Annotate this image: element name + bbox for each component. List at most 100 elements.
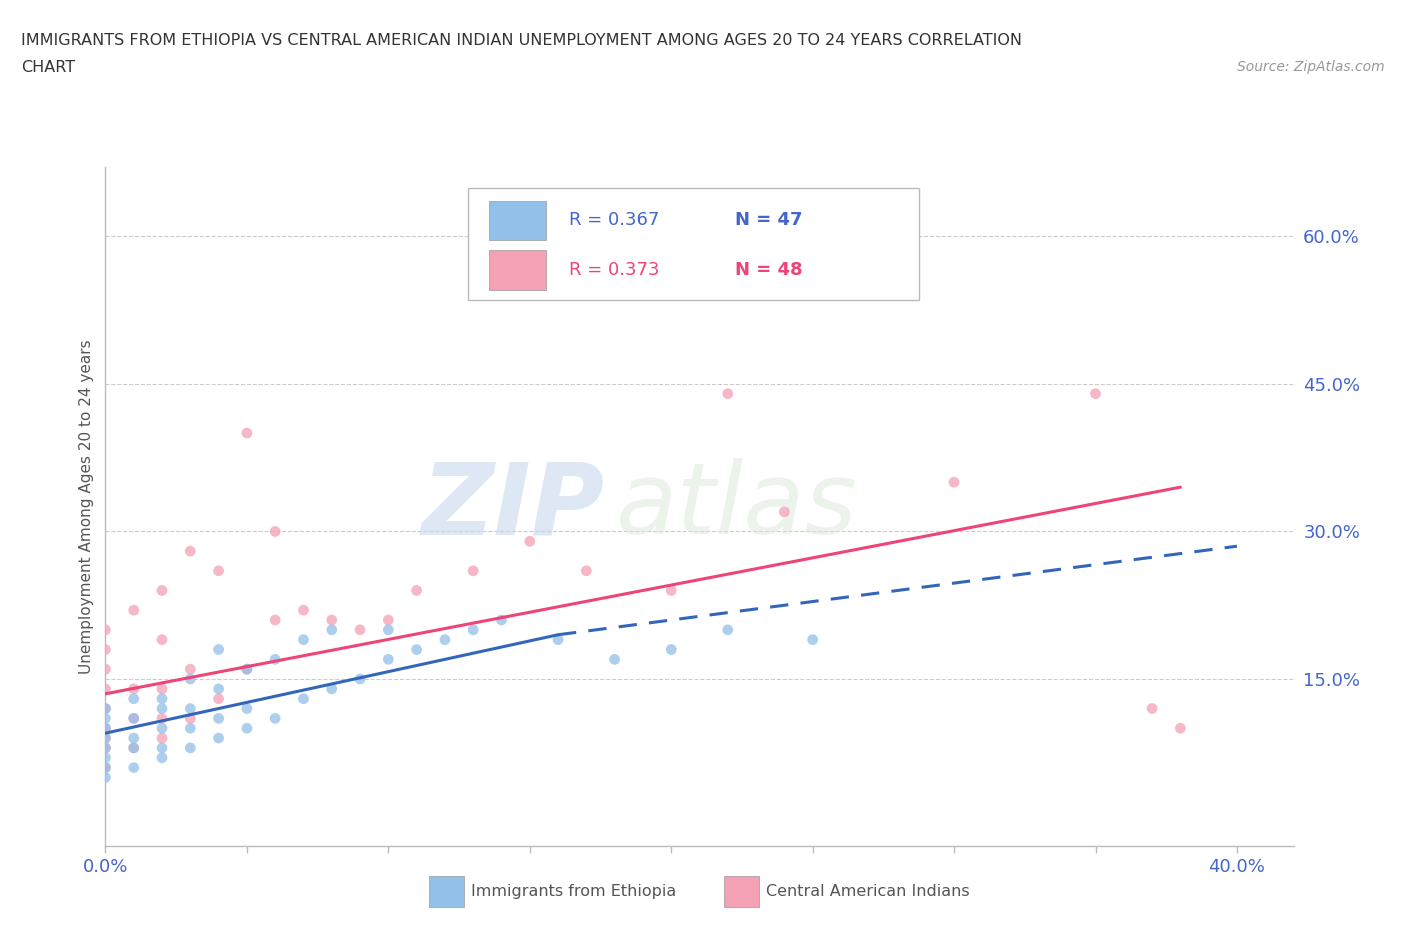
- Point: [94, 662, 117, 677]
- Point: [349, 622, 371, 637]
- Point: [1140, 701, 1163, 716]
- Point: [179, 701, 201, 716]
- Point: [349, 671, 371, 686]
- Point: [150, 740, 173, 755]
- Point: [150, 721, 173, 736]
- Point: [659, 583, 682, 598]
- Point: [122, 731, 145, 746]
- Point: [94, 721, 117, 736]
- Point: [264, 613, 287, 628]
- Point: [236, 426, 259, 441]
- Point: [94, 701, 117, 716]
- Point: [377, 652, 399, 667]
- Point: [377, 613, 399, 628]
- Point: [94, 622, 117, 637]
- Point: [122, 740, 145, 755]
- Point: [94, 731, 117, 746]
- Point: [463, 622, 485, 637]
- Point: [717, 386, 740, 401]
- Point: [236, 662, 259, 677]
- Point: [659, 642, 682, 657]
- Point: [150, 682, 173, 697]
- Point: [264, 652, 287, 667]
- Point: [122, 740, 145, 755]
- Point: [264, 524, 287, 538]
- Text: N = 47: N = 47: [735, 211, 803, 230]
- Y-axis label: Unemployment Among Ages 20 to 24 years: Unemployment Among Ages 20 to 24 years: [79, 339, 94, 674]
- Point: [94, 751, 117, 765]
- Point: [150, 731, 173, 746]
- FancyBboxPatch shape: [468, 188, 920, 299]
- Point: [575, 564, 598, 578]
- Point: [179, 721, 201, 736]
- Point: [150, 701, 173, 716]
- Point: [321, 613, 343, 628]
- Point: [94, 740, 117, 755]
- Point: [94, 682, 117, 697]
- Text: atlas: atlas: [616, 458, 858, 555]
- Text: CHART: CHART: [21, 60, 75, 75]
- Point: [236, 721, 259, 736]
- Point: [773, 504, 796, 519]
- Point: [292, 603, 315, 618]
- Point: [150, 632, 173, 647]
- Point: [150, 691, 173, 706]
- Point: [547, 632, 569, 647]
- Point: [463, 564, 485, 578]
- Point: [491, 613, 513, 628]
- FancyBboxPatch shape: [489, 250, 546, 289]
- Point: [94, 760, 117, 775]
- Point: [1084, 386, 1107, 401]
- Point: [94, 642, 117, 657]
- Text: Source: ZipAtlas.com: Source: ZipAtlas.com: [1237, 60, 1385, 74]
- Text: Central American Indians: Central American Indians: [766, 884, 970, 899]
- Point: [405, 642, 427, 657]
- Point: [207, 691, 229, 706]
- Text: R = 0.367: R = 0.367: [569, 211, 659, 230]
- Point: [433, 632, 456, 647]
- Point: [603, 652, 626, 667]
- Point: [179, 662, 201, 677]
- Point: [292, 632, 315, 647]
- Point: [94, 711, 117, 725]
- Point: [94, 721, 117, 736]
- Point: [94, 731, 117, 746]
- Point: [94, 760, 117, 775]
- Point: [94, 770, 117, 785]
- Point: [292, 691, 315, 706]
- Point: [179, 544, 201, 559]
- Point: [264, 711, 287, 725]
- Point: [405, 583, 427, 598]
- Point: [717, 622, 740, 637]
- Point: [321, 622, 343, 637]
- Point: [122, 691, 145, 706]
- FancyBboxPatch shape: [489, 201, 546, 240]
- Text: N = 48: N = 48: [735, 261, 803, 279]
- Point: [801, 632, 824, 647]
- Text: R = 0.373: R = 0.373: [569, 261, 659, 279]
- Point: [377, 622, 399, 637]
- Point: [207, 731, 229, 746]
- Point: [236, 662, 259, 677]
- Point: [150, 711, 173, 725]
- Point: [236, 701, 259, 716]
- Text: Immigrants from Ethiopia: Immigrants from Ethiopia: [471, 884, 676, 899]
- Point: [94, 701, 117, 716]
- Point: [207, 682, 229, 697]
- Point: [94, 740, 117, 755]
- Point: [179, 671, 201, 686]
- Text: ZIP: ZIP: [422, 458, 605, 555]
- Point: [179, 711, 201, 725]
- Point: [207, 642, 229, 657]
- Point: [122, 711, 145, 725]
- Point: [122, 603, 145, 618]
- Point: [122, 760, 145, 775]
- Point: [150, 583, 173, 598]
- Point: [207, 564, 229, 578]
- Text: IMMIGRANTS FROM ETHIOPIA VS CENTRAL AMERICAN INDIAN UNEMPLOYMENT AMONG AGES 20 T: IMMIGRANTS FROM ETHIOPIA VS CENTRAL AMER…: [21, 33, 1022, 47]
- Point: [150, 751, 173, 765]
- Point: [1170, 721, 1192, 736]
- Point: [122, 682, 145, 697]
- Point: [519, 534, 541, 549]
- Point: [321, 682, 343, 697]
